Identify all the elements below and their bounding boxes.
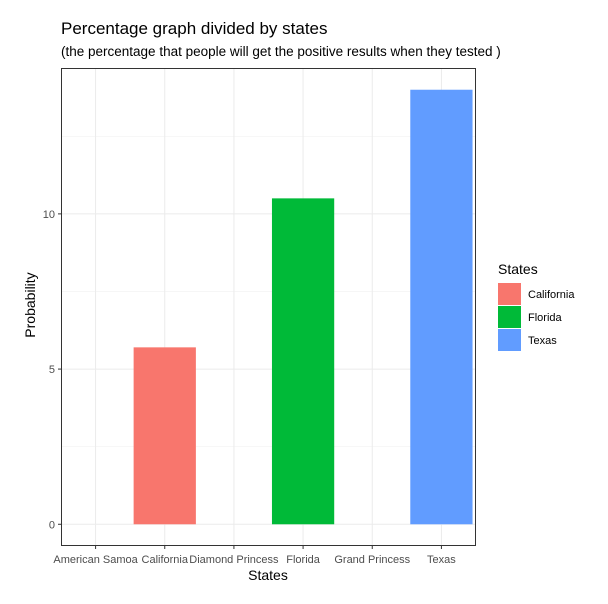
x-axis: American Samoa California Diamond Princess… xyxy=(53,546,456,566)
panel-background xyxy=(61,68,476,546)
bar-florida xyxy=(271,198,335,525)
y-axis-title: Probability xyxy=(22,272,38,337)
chart-subtitle: (the percentage that people will get the… xyxy=(61,44,501,59)
bar-california xyxy=(133,347,196,525)
legend-title: States xyxy=(498,261,538,277)
legend: States California Florida Texas xyxy=(498,261,575,351)
x-tick-label: California xyxy=(142,554,189,566)
x-axis-title: States xyxy=(248,567,288,583)
chart-title: Percentage graph divided by states xyxy=(61,19,328,38)
x-tick-label: American Samoa xyxy=(53,554,138,566)
y-tick-label: 5 xyxy=(49,364,55,376)
x-tick-label: Florida xyxy=(286,554,321,566)
legend-swatch xyxy=(498,306,521,328)
bars xyxy=(133,89,473,525)
legend-items: California Florida Texas xyxy=(498,283,575,351)
legend-label: Florida xyxy=(528,312,563,324)
y-tick-label: 10 xyxy=(43,209,55,221)
panel-border xyxy=(61,68,476,546)
plot-panel xyxy=(61,68,476,546)
y-tick-label: 0 xyxy=(49,519,55,531)
x-tick-label: Texas xyxy=(427,554,456,566)
y-axis: 0 5 10 xyxy=(43,209,61,531)
x-tick-label: Diamond Princess xyxy=(189,554,279,566)
legend-label: California xyxy=(528,289,575,301)
legend-label: Texas xyxy=(528,335,557,347)
bar-texas xyxy=(410,89,473,525)
x-tick-label: Grand Princess xyxy=(334,554,410,566)
legend-swatch xyxy=(498,283,521,305)
legend-swatch xyxy=(498,329,521,351)
